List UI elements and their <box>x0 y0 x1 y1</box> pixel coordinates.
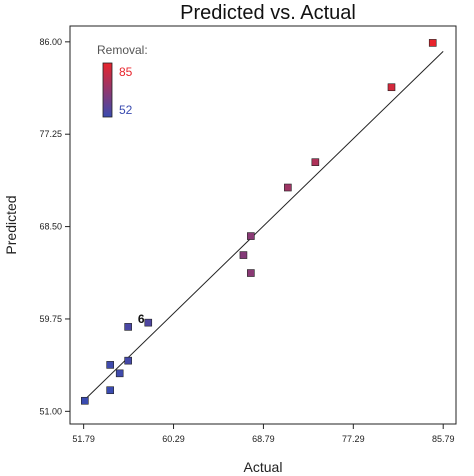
y-axis: 51.00 59.75 68.50 77.25 86.00 <box>39 37 70 416</box>
data-point <box>106 386 114 395</box>
data-point <box>115 369 124 378</box>
data-point <box>247 232 255 240</box>
y-tick-label: 68.50 <box>39 222 62 232</box>
data-points <box>81 39 437 405</box>
data-point <box>81 396 89 405</box>
x-axis-label: Actual <box>244 459 283 475</box>
y-tick-label: 86.00 <box>39 37 62 47</box>
y-tick-label: 51.00 <box>39 406 62 416</box>
data-point <box>124 323 132 331</box>
chart-title: Predicted vs. Actual <box>180 2 356 24</box>
data-point <box>428 39 437 47</box>
legend-color-bar <box>102 62 113 118</box>
data-point <box>387 83 396 92</box>
data-point <box>311 158 320 166</box>
x-axis: 51.79 60.29 68.79 77.29 85.79 <box>72 424 454 444</box>
data-point <box>124 356 132 365</box>
fit-line <box>83 50 444 402</box>
y-tick-label: 59.75 <box>39 314 62 324</box>
legend: Removal: 85 52 <box>97 43 148 118</box>
x-tick-label: 77.29 <box>342 434 365 444</box>
data-point <box>239 251 248 259</box>
x-tick-label: 60.29 <box>162 434 185 444</box>
legend-title: Removal: <box>97 43 148 57</box>
data-point <box>144 318 153 327</box>
x-tick-label: 85.79 <box>432 434 455 444</box>
x-tick-label: 68.79 <box>252 434 275 444</box>
legend-min-label: 52 <box>119 103 133 117</box>
legend-max-label: 85 <box>119 65 133 79</box>
data-point <box>247 269 255 277</box>
data-point <box>106 361 114 369</box>
x-tick-label: 51.79 <box>72 434 95 444</box>
y-axis-label: Predicted <box>3 195 19 254</box>
y-tick-label: 77.25 <box>39 129 62 139</box>
data-point <box>284 183 292 192</box>
point-annotation: 6 <box>138 312 145 326</box>
